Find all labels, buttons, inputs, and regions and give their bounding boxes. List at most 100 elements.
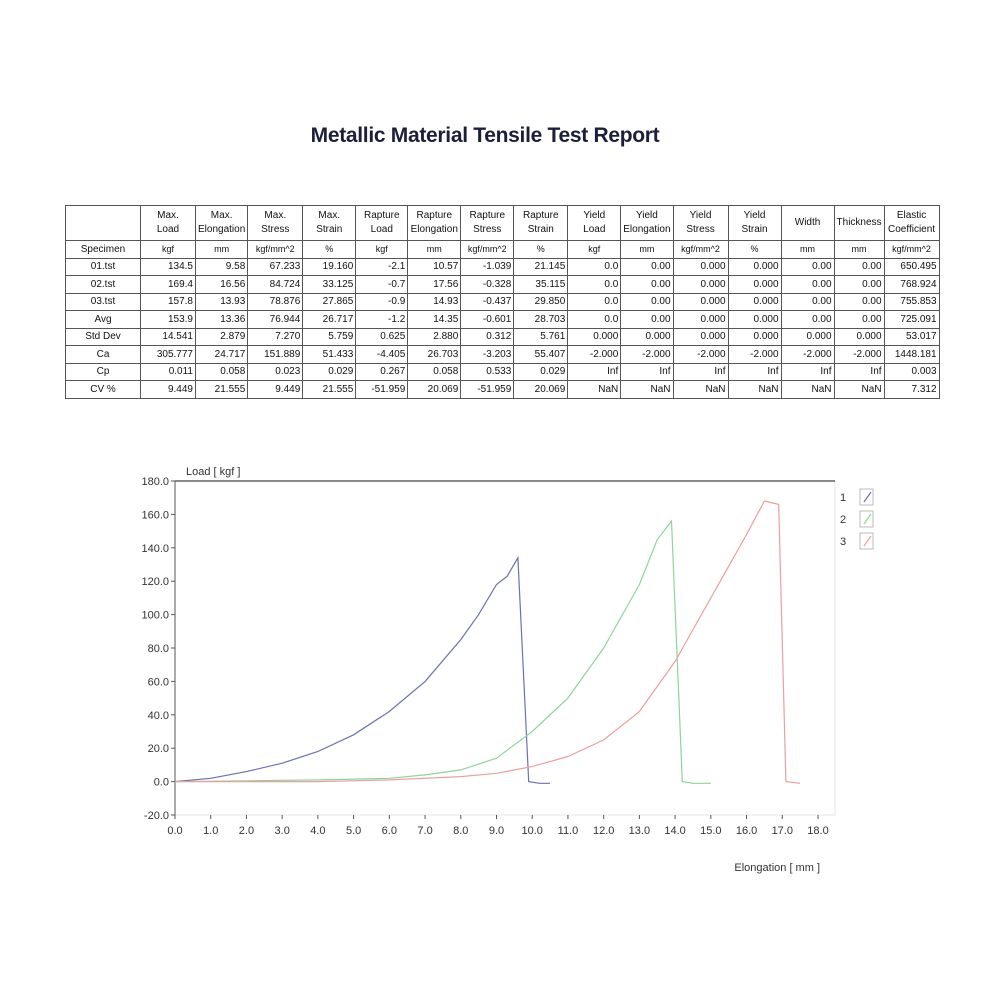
cell: -51.959 bbox=[355, 380, 409, 399]
column-header: Max. Strain bbox=[302, 205, 357, 241]
y-tick-label: 140.0 bbox=[141, 543, 169, 555]
legend-label: 1 bbox=[840, 492, 846, 504]
header-line: Rapture bbox=[469, 210, 506, 221]
x-tick-label: 16.0 bbox=[736, 825, 757, 837]
x-tick-label: 7.0 bbox=[417, 825, 432, 837]
data-line bbox=[174, 555, 551, 784]
x-tick-label: 3.0 bbox=[275, 825, 290, 837]
y-tick-label: 80.0 bbox=[148, 643, 169, 655]
column-header: Max. Elongation bbox=[194, 205, 249, 241]
x-tick-label: 5.0 bbox=[346, 825, 361, 837]
y-tick-label: 120.0 bbox=[141, 576, 169, 588]
column-header: Rapture Load bbox=[355, 205, 409, 241]
legend-box bbox=[859, 532, 874, 550]
header-line: Max. bbox=[157, 210, 179, 221]
x-tick-label: 10.0 bbox=[522, 825, 543, 837]
column-header: Yield Strain bbox=[727, 205, 782, 241]
header-line: Max. bbox=[264, 210, 287, 221]
header-line: Stress bbox=[261, 224, 290, 235]
x-tick-label: 4.0 bbox=[310, 825, 325, 837]
cell: 21.555 bbox=[194, 380, 249, 399]
x-tick-label: 12.0 bbox=[593, 825, 614, 837]
cell: 7.312 bbox=[883, 380, 940, 399]
x-tick-label: 1.0 bbox=[203, 825, 218, 837]
column-header: Max. Load bbox=[140, 205, 196, 241]
column-header: Rapture Stress bbox=[460, 205, 515, 241]
x-tick-label: 14.0 bbox=[664, 825, 685, 837]
data-line bbox=[175, 500, 801, 784]
column-header: Thickness bbox=[833, 205, 885, 241]
header-line: Thickness bbox=[836, 217, 882, 228]
header-line: Yield bbox=[583, 210, 606, 221]
y-tick-label: -20.0 bbox=[144, 810, 169, 822]
unit: mm bbox=[194, 240, 249, 259]
y-tick-label: 180.0 bbox=[141, 476, 169, 488]
y-tick-label: 40.0 bbox=[148, 710, 169, 722]
x-tick-label: 18.0 bbox=[807, 825, 828, 837]
cell: NaN bbox=[780, 380, 835, 399]
legend-swatch bbox=[863, 513, 872, 525]
header-line: Elastic bbox=[896, 210, 927, 221]
column-header: Rapture Elongation bbox=[407, 205, 462, 241]
header-line: Coefficient bbox=[888, 224, 936, 235]
column-header: Yield Stress bbox=[672, 205, 729, 241]
x-tick-label: 11.0 bbox=[558, 825, 579, 837]
header-line: Rapture bbox=[416, 210, 453, 221]
x-tick-label: 17.0 bbox=[772, 825, 793, 837]
header-line: Elongation bbox=[198, 224, 246, 235]
legend-swatch bbox=[863, 491, 872, 503]
y-tick-label: 0.0 bbox=[154, 777, 169, 789]
header-line: Rapture bbox=[363, 210, 400, 221]
x-tick-label: 13.0 bbox=[629, 825, 650, 837]
header-line: Stress bbox=[473, 224, 502, 235]
header-line: Rapture bbox=[522, 210, 559, 221]
cell: 0.00 bbox=[620, 275, 674, 294]
cell: NaN bbox=[620, 380, 674, 399]
legend-label: 3 bbox=[840, 536, 846, 548]
x-axis-label: Elongation [ mm ] bbox=[734, 862, 820, 874]
legend-box bbox=[859, 510, 874, 528]
x-tick-label: 0.0 bbox=[167, 825, 182, 837]
cell: 20.069 bbox=[513, 380, 569, 399]
header-line: Width bbox=[794, 217, 821, 228]
y-tick-label: 100.0 bbox=[141, 610, 169, 622]
header-line: Stress bbox=[686, 224, 715, 235]
y-tick-label: 60.0 bbox=[148, 676, 169, 688]
x-tick-label: 6.0 bbox=[382, 825, 397, 837]
legend-label: 2 bbox=[840, 514, 846, 526]
column-header: Elastic Coefficient bbox=[883, 205, 940, 241]
header-line: Elongation bbox=[410, 224, 458, 235]
header-line: Strain bbox=[527, 224, 554, 235]
column-header: Yield Elongation bbox=[620, 205, 674, 241]
header-line: Yield bbox=[635, 210, 658, 221]
header-line: Load bbox=[370, 224, 393, 235]
column-header: Yield Load bbox=[567, 205, 622, 241]
header-line: Max. bbox=[318, 210, 341, 221]
x-tick-label: 8.0 bbox=[453, 825, 468, 837]
header-line: Yield bbox=[689, 210, 712, 221]
column-header: Rapture Strain bbox=[513, 205, 569, 241]
header-line: Load bbox=[583, 224, 606, 235]
header-line: Elongation bbox=[623, 224, 671, 235]
header-line: Load bbox=[156, 224, 180, 235]
header-line: Strain bbox=[741, 224, 768, 235]
y-tick-label: 160.0 bbox=[141, 509, 169, 521]
x-tick-label: 2.0 bbox=[239, 825, 254, 837]
cell: NaN bbox=[833, 380, 885, 399]
x-tick-label: 15.0 bbox=[700, 825, 721, 837]
header-line: Max. bbox=[210, 210, 233, 221]
data-line bbox=[174, 519, 711, 784]
header-line: Yield bbox=[743, 210, 766, 221]
y-tick-label: 20.0 bbox=[148, 743, 169, 755]
results-table: Max. Load Max. Elongation Max. Stress Max. Stra… bbox=[65, 205, 940, 399]
corner-cell bbox=[65, 205, 141, 241]
header-line: Strain bbox=[316, 224, 343, 235]
legend-box bbox=[859, 488, 874, 506]
column-header: Width bbox=[780, 205, 835, 241]
cell: -51.959 bbox=[460, 380, 515, 399]
y-axis-label: Load [ kgf ] bbox=[186, 466, 240, 478]
report-title: Metallic Material Tensile Test Report bbox=[310, 124, 660, 147]
x-tick-label: 9.0 bbox=[489, 825, 504, 837]
